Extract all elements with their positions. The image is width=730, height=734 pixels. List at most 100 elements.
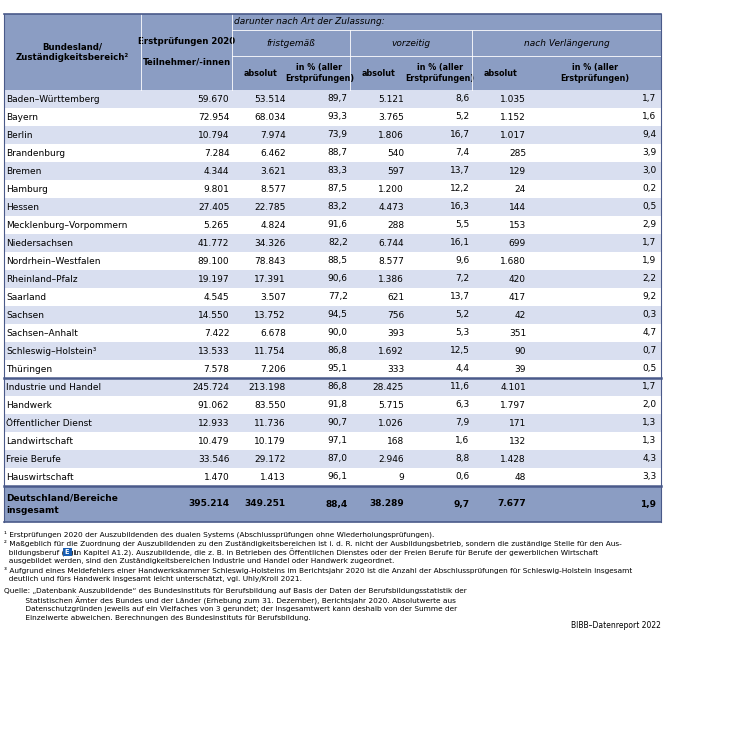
Text: 5.715: 5.715	[378, 401, 404, 410]
Bar	[4, 342, 661, 360]
Text: 14.550: 14.550	[198, 310, 229, 319]
Bar	[4, 198, 661, 216]
Text: Quelle: „Datenbank Auszubildende“ des Bundesinstituts für Berufsbildung auf Basi: Quelle: „Datenbank Auszubildende“ des Bu…	[4, 588, 466, 594]
Text: 91,8: 91,8	[328, 401, 347, 410]
Text: 12.933: 12.933	[198, 418, 229, 427]
Text: 9,2: 9,2	[642, 293, 656, 302]
Text: 91,6: 91,6	[328, 220, 347, 230]
Text: 9: 9	[399, 473, 404, 482]
Text: 93,3: 93,3	[328, 112, 347, 122]
Text: 29.172: 29.172	[255, 454, 285, 463]
Text: Baden–Württemberg: Baden–Württemberg	[7, 95, 100, 103]
Text: 5,5: 5,5	[456, 220, 469, 230]
Bar	[4, 288, 661, 306]
Text: 17.391: 17.391	[254, 275, 285, 283]
Text: absolut: absolut	[243, 68, 277, 78]
Bar	[4, 468, 661, 486]
Text: 27.405: 27.405	[198, 203, 229, 211]
Text: 91.062: 91.062	[198, 401, 229, 410]
Text: Schleswig–Holstein³: Schleswig–Holstein³	[7, 346, 97, 355]
Text: 1.797: 1.797	[500, 401, 526, 410]
Text: 288: 288	[387, 220, 404, 230]
Bar	[4, 126, 661, 144]
Text: 11.736: 11.736	[254, 418, 285, 427]
Text: 82,2: 82,2	[328, 239, 347, 247]
Text: 7.284: 7.284	[204, 148, 229, 158]
Text: Niedersachsen: Niedersachsen	[7, 239, 74, 247]
Text: 53.514: 53.514	[254, 95, 285, 103]
Text: 4,7: 4,7	[642, 329, 656, 338]
Text: 7.974: 7.974	[260, 131, 285, 139]
Text: 2,2: 2,2	[642, 275, 656, 283]
Text: 2.946: 2.946	[378, 454, 404, 463]
Text: E: E	[65, 549, 69, 555]
Text: 8,6: 8,6	[456, 95, 469, 103]
Bar	[4, 162, 661, 180]
Text: 16,7: 16,7	[450, 131, 469, 139]
Text: 129: 129	[509, 167, 526, 175]
Text: 168: 168	[387, 437, 404, 446]
Text: 420: 420	[509, 275, 526, 283]
Text: 7.677: 7.677	[497, 500, 526, 509]
Text: 0,3: 0,3	[642, 310, 656, 319]
Text: absolut: absolut	[362, 68, 396, 78]
Bar	[4, 216, 661, 234]
Text: 1.413: 1.413	[260, 473, 285, 482]
Text: 12,2: 12,2	[450, 184, 469, 194]
Bar	[4, 450, 661, 468]
Text: 11.754: 11.754	[254, 346, 285, 355]
Text: Sachsen–Anhalt: Sachsen–Anhalt	[7, 329, 78, 338]
Text: 144: 144	[509, 203, 526, 211]
Text: 38.289: 38.289	[369, 500, 404, 509]
Text: 1,7: 1,7	[642, 382, 656, 391]
Text: 42: 42	[515, 310, 526, 319]
Text: Statistischen Ämter des Bundes und der Länder (Erhebung zum 31. Dezember), Beric: Statistischen Ämter des Bundes und der L…	[4, 597, 456, 606]
Bar	[63, 548, 72, 556]
Text: Hamburg: Hamburg	[7, 184, 48, 194]
Bar	[4, 180, 661, 198]
Text: 171: 171	[509, 418, 526, 427]
Text: 88,7: 88,7	[328, 148, 347, 158]
Text: ³ Aufgrund eines Meldefehlers einer Handwerkskammer Schleswig-Holsteins im Beric: ³ Aufgrund eines Meldefehlers einer Hand…	[4, 567, 632, 574]
Text: 8,8: 8,8	[456, 454, 469, 463]
Text: 95,1: 95,1	[328, 365, 347, 374]
Text: 97,1: 97,1	[328, 437, 347, 446]
Text: 19.197: 19.197	[198, 275, 229, 283]
Text: 7,9: 7,9	[456, 418, 469, 427]
Text: 7.422: 7.422	[204, 329, 229, 338]
Bar	[4, 252, 661, 270]
Text: 48: 48	[515, 473, 526, 482]
Text: 1,6: 1,6	[456, 437, 469, 446]
Text: 3,9: 3,9	[642, 148, 656, 158]
Text: 4.824: 4.824	[261, 220, 285, 230]
Text: 699: 699	[509, 239, 526, 247]
Text: 11,6: 11,6	[450, 382, 469, 391]
Text: 1,6: 1,6	[642, 112, 656, 122]
Text: 1.200: 1.200	[378, 184, 404, 194]
Text: 6,3: 6,3	[456, 401, 469, 410]
Text: 73,9: 73,9	[328, 131, 347, 139]
Text: 90,7: 90,7	[328, 418, 347, 427]
Text: 87,5: 87,5	[328, 184, 347, 194]
Text: 3.621: 3.621	[260, 167, 285, 175]
Text: 1,7: 1,7	[642, 95, 656, 103]
Text: ² Maßgeblich für die Zuordnung der Auszubildenden zu den Zuständigkeitsbereichen: ² Maßgeblich für die Zuordnung der Auszu…	[4, 540, 621, 547]
Text: 89,7: 89,7	[328, 95, 347, 103]
Text: 417: 417	[509, 293, 526, 302]
Text: 9,4: 9,4	[642, 131, 656, 139]
Text: Öffentlicher Dienst: Öffentlicher Dienst	[7, 418, 92, 427]
Text: 393: 393	[387, 329, 404, 338]
Text: 349.251: 349.251	[245, 500, 285, 509]
Text: 6.678: 6.678	[260, 329, 285, 338]
Text: 41.772: 41.772	[198, 239, 229, 247]
Bar	[4, 324, 661, 342]
Text: 1.692: 1.692	[378, 346, 404, 355]
Text: 0,5: 0,5	[642, 203, 656, 211]
Bar	[4, 90, 661, 108]
Text: 24: 24	[515, 184, 526, 194]
Bar	[4, 144, 661, 162]
Text: 3,0: 3,0	[642, 167, 656, 175]
Text: BIBB–Datenreport 2022: BIBB–Datenreport 2022	[571, 621, 661, 630]
Text: Industrie und Handel: Industrie und Handel	[7, 382, 101, 391]
Text: 10.179: 10.179	[254, 437, 285, 446]
